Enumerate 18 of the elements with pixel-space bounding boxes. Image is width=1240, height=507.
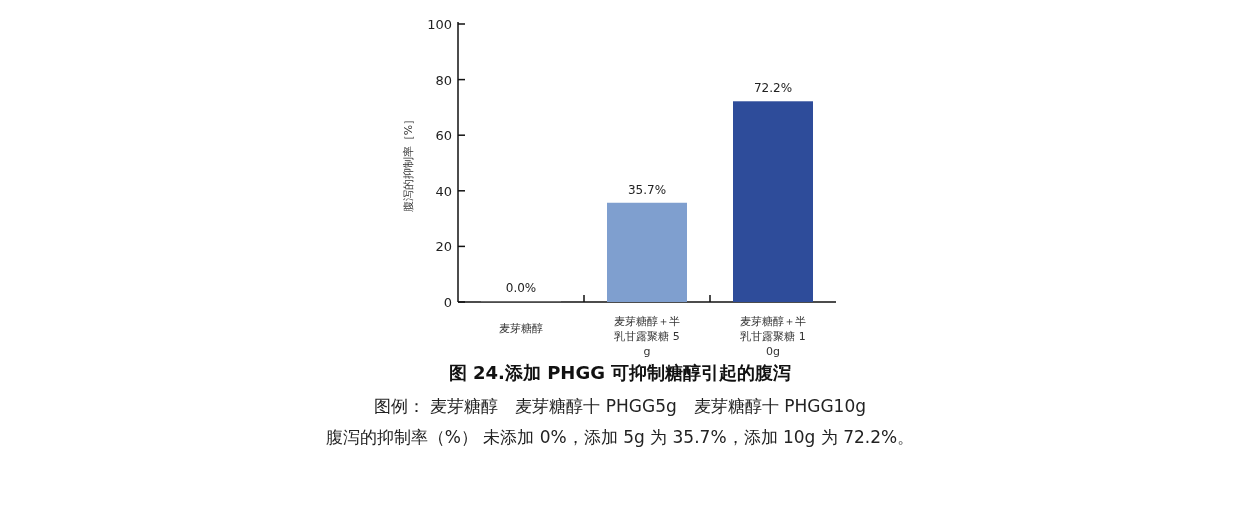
y-axis-title: 腹泻的抑制率［%］ bbox=[402, 113, 415, 213]
y-tick-label: 40 bbox=[435, 183, 452, 199]
y-tick-label: 20 bbox=[435, 239, 452, 255]
data-label: 35.7% bbox=[627, 182, 667, 197]
y-tick-label: 0 bbox=[443, 295, 452, 310]
bar bbox=[607, 202, 687, 302]
x-tick-label: 麦芽糖醇＋半乳甘露聚糖 5g bbox=[614, 315, 680, 358]
x-tick-label: 麦芽糖醇＋半乳甘露聚糖 10g bbox=[740, 315, 806, 358]
text: 图 24.添加 PHGG 可抑制糖醇引起的腹泻 bbox=[448, 362, 792, 383]
data-label: 72.2% bbox=[753, 81, 793, 96]
y-tick-label: 80 bbox=[435, 72, 452, 88]
y-tick-label: 60 bbox=[435, 128, 452, 144]
x-tick-label: 麦芽糖醇 bbox=[499, 322, 543, 335]
y-tick-label: 100 bbox=[427, 17, 452, 32]
bar bbox=[733, 101, 813, 302]
text: 图例： 麦芽糖醇 麦芽糖醇十 PHGG5g 麦芽糖醇十 PHGG10g bbox=[373, 396, 867, 416]
data-label: 0.0% bbox=[505, 281, 537, 295]
text: 腹泻的抑制率（%） 未添加 0%，添加 5g 为 35.7%，添加 10g 为 72.2%。 bbox=[325, 427, 915, 447]
